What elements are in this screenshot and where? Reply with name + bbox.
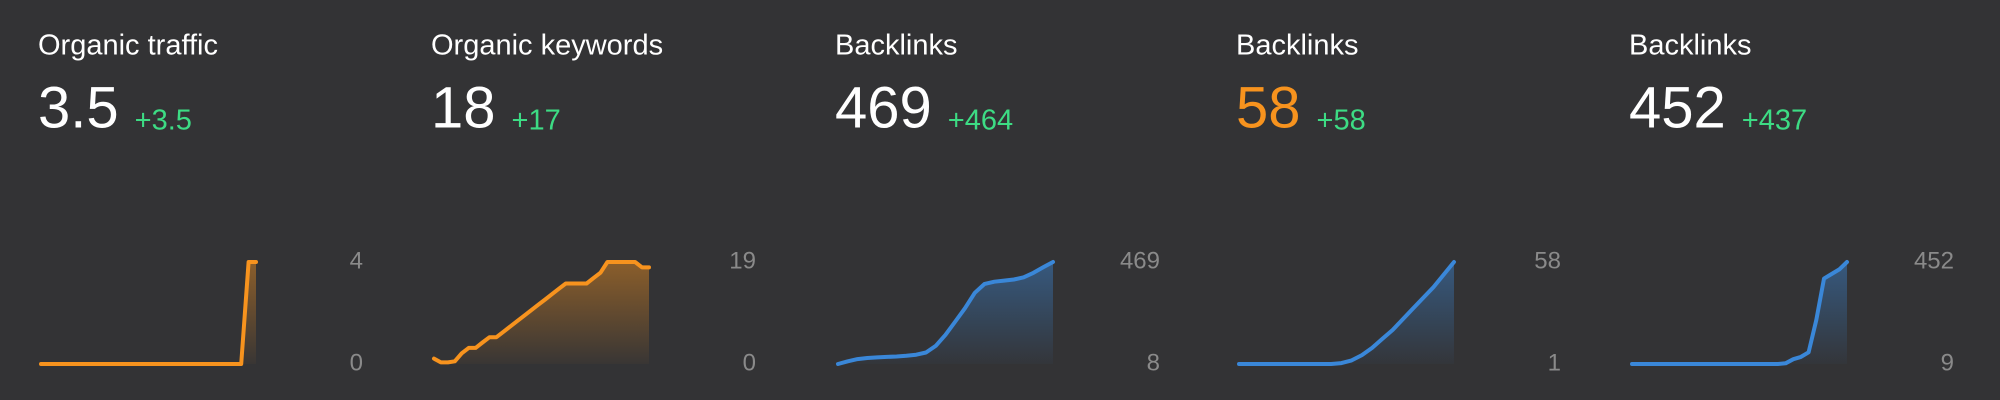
y-tick-label: 4 bbox=[350, 247, 363, 274]
area bbox=[838, 262, 1053, 364]
metric-value: 3.5 bbox=[38, 75, 119, 140]
card-title: Backlinks bbox=[835, 30, 958, 62]
metric-change: +17 bbox=[512, 105, 561, 137]
line bbox=[1237, 260, 1456, 366]
area bbox=[434, 262, 649, 364]
y-tick-label: 0 bbox=[743, 349, 756, 376]
metric-value: 18 bbox=[431, 75, 496, 140]
metric-value: 452 bbox=[1629, 75, 1726, 140]
y-tick-label: 469 bbox=[1120, 247, 1160, 274]
metric-change: +437 bbox=[1742, 105, 1807, 137]
metric-change: +58 bbox=[1317, 105, 1366, 137]
card-title: Backlinks bbox=[1629, 30, 1752, 62]
card-title: Organic traffic bbox=[38, 30, 218, 62]
y-tick-label: 0 bbox=[350, 349, 363, 376]
line bbox=[432, 260, 651, 365]
y-tick-label: 452 bbox=[1914, 247, 1954, 274]
metric-change: +464 bbox=[948, 105, 1013, 137]
metric-change: +3.5 bbox=[135, 105, 192, 137]
line bbox=[39, 260, 258, 366]
y-tick-label: 8 bbox=[1147, 349, 1160, 376]
card-title: Organic keywords bbox=[431, 30, 663, 62]
y-tick-label: 19 bbox=[729, 247, 756, 274]
metric-value: 58 bbox=[1236, 75, 1301, 140]
area bbox=[1239, 262, 1454, 364]
y-tick-label: 1 bbox=[1548, 349, 1561, 376]
card-title: Backlinks bbox=[1236, 30, 1359, 62]
metric-value: 469 bbox=[835, 75, 932, 140]
y-tick-label: 58 bbox=[1534, 247, 1561, 274]
area bbox=[1632, 262, 1847, 364]
line bbox=[836, 260, 1055, 366]
y-tick-label: 9 bbox=[1941, 349, 1954, 376]
line bbox=[1630, 260, 1849, 366]
